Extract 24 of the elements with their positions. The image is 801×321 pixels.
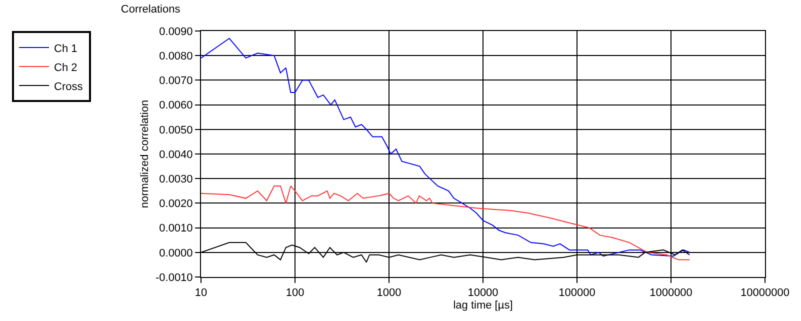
y-tick-label: 0.0060 — [159, 100, 193, 112]
y-tick-label: 0.0090 — [159, 26, 193, 38]
y-tick-label: 0.0030 — [159, 173, 193, 186]
legend-label: Ch 2 — [54, 62, 78, 74]
legend-label: Cross — [54, 80, 84, 93]
y-tick-label: 0.0020 — [159, 198, 193, 210]
x-tick-label: 10 — [194, 287, 208, 300]
x-tick-label: 1000 — [376, 287, 402, 300]
y-tick-label: 0.0000 — [159, 247, 193, 260]
x-axis-title: lag time [µs] — [453, 299, 513, 312]
y-tick-label: 0.0040 — [159, 148, 193, 161]
x-tick-label: 1000000 — [650, 287, 692, 300]
x-tick-label: 10000000 — [740, 287, 790, 300]
y-tick-label: 0.0070 — [159, 75, 193, 88]
x-tick-label: 100000 — [558, 287, 596, 300]
y-tick-label: -0.0010 — [155, 272, 193, 284]
legend-label: Ch 1 — [54, 42, 78, 55]
y-axis-title: normalized correlation — [139, 100, 152, 208]
y-tick-label: 0.0080 — [159, 50, 193, 62]
chart-title: Correlations — [120, 4, 181, 16]
x-tick-label: 10000 — [468, 287, 498, 300]
y-tick-label: 0.0050 — [159, 124, 193, 136]
y-tick-label: 0.0010 — [159, 222, 193, 235]
x-tick-label: 100 — [286, 287, 304, 300]
